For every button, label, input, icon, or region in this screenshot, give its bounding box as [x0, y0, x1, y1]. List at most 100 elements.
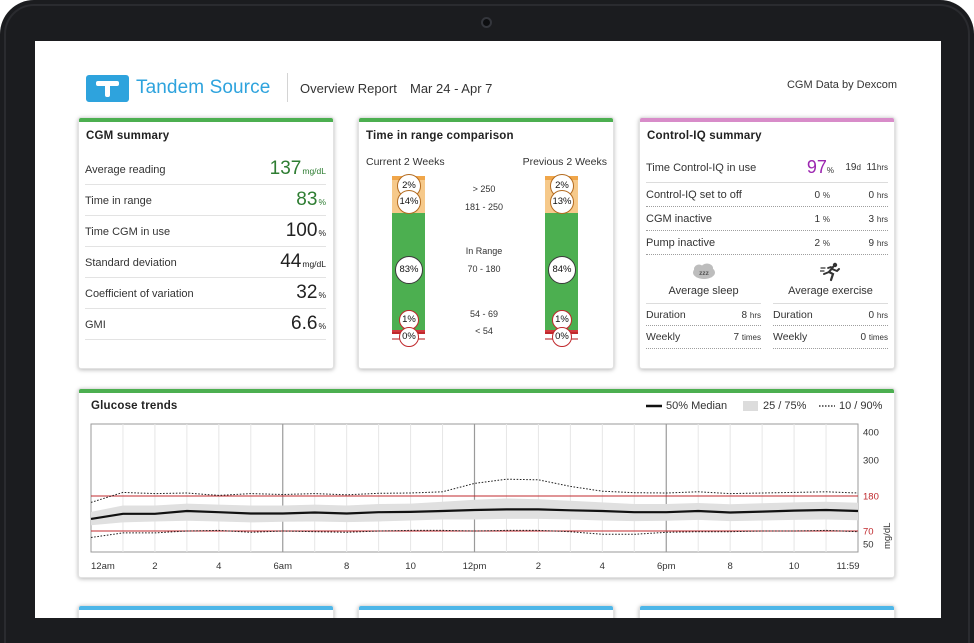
glucose-trends-card: Glucose trends 50% Median 25 / 75% 10 / …	[78, 388, 895, 578]
card-accent-bar	[359, 118, 613, 122]
cgm-summary-row: Time CGM in use 100%	[85, 216, 326, 247]
legend-median: 50% Median	[646, 400, 728, 412]
brand-name: Tandem Source	[136, 77, 271, 98]
card-accent-bar	[79, 118, 333, 122]
range-high-label: 181 - 250	[464, 202, 504, 212]
tandem-logo-icon	[86, 75, 129, 102]
x-tick-label: 12pm	[463, 561, 487, 572]
y-axis-label: mg/dL	[882, 523, 893, 549]
card-accent-bar	[79, 389, 894, 393]
y-tick-label: 50	[863, 540, 874, 551]
cgm-summary-card: CGM summary Average reading 137mg/dL Time …	[78, 117, 334, 369]
row-label: Time in range	[85, 195, 152, 207]
control-iq-in-use-row: Time Control-IQ in use 97% 19d 11hrs	[646, 152, 888, 183]
row-value: 6.6%	[291, 313, 326, 334]
card-accent-bar	[79, 606, 333, 610]
exercise-duration-row: Duration 0 hrs	[773, 303, 888, 326]
row-percent: 2 %	[814, 238, 830, 249]
card-title: Time in range comparison	[366, 130, 514, 142]
cgm-data-source: CGM Data by Dexcom	[786, 79, 897, 91]
x-tick-label: 11:59	[836, 561, 859, 572]
sleep-duration-row: Duration 8 hrs	[646, 303, 761, 326]
cgm-summary-row: Time in range 83%	[85, 185, 326, 216]
row-hours: 9 hrs	[868, 238, 888, 249]
row-label: GMI	[85, 319, 106, 331]
in-range-label: In Range	[465, 246, 503, 256]
range-very-low-label: < 54	[475, 326, 493, 336]
report-date-range: Mar 24 - Apr 7	[410, 81, 493, 96]
bottom-card-middle	[358, 605, 614, 618]
p90-line	[90, 478, 859, 503]
card-title: Glucose trends	[91, 400, 178, 412]
previous-period-label: Previous 2 Weeks	[522, 156, 607, 168]
y-tick-label: 300	[863, 456, 879, 467]
bottom-card-left	[78, 605, 334, 618]
control-iq-duration: 19d 11hrs	[845, 162, 888, 173]
x-tick-label: 8	[728, 561, 733, 572]
cgm-summary-row: Average reading 137mg/dL	[85, 154, 326, 185]
x-tick-label: 4	[216, 561, 221, 572]
control-iq-summary-card: Control-IQ summary Time Control-IQ in us…	[639, 117, 895, 369]
screen: Tandem Source Overview Report Mar 24 - A…	[35, 41, 941, 618]
very-low-percent: 0%	[552, 327, 572, 347]
x-tick-label: 8	[344, 561, 349, 572]
row-percent: 1 %	[814, 214, 830, 225]
average-sleep-title: Average sleep	[668, 285, 739, 297]
report-title: Overview Report	[300, 81, 397, 96]
row-value: 32%	[296, 282, 326, 303]
camera-icon	[481, 17, 492, 28]
card-accent-bar	[359, 606, 613, 610]
x-tick-label: 10	[789, 561, 800, 572]
row-label: Standard deviation	[85, 257, 177, 269]
median-line	[90, 508, 859, 520]
cgm-summary-row: Coefficient of variation 32%	[85, 278, 326, 309]
exercise-weekly-row: Weekly 0 times	[773, 326, 888, 349]
average-exercise-title: Average exercise	[788, 285, 873, 297]
row-label: Pump inactive	[646, 237, 716, 249]
range-low-label: 54 - 69	[469, 309, 499, 319]
legend-outer: 10 / 90%	[819, 400, 883, 412]
row-label: Coefficient of variation	[85, 288, 194, 300]
range-very-high-label: > 250	[472, 184, 496, 194]
row-hours: 0 hrs	[868, 190, 888, 201]
high-percent: 14%	[397, 190, 421, 214]
y-tick-label: 400	[863, 428, 879, 439]
time-in-range-card: Time in range comparison Current 2 Weeks…	[358, 117, 614, 369]
control-iq-row: Pump inactive 2 % 9 hrs	[646, 231, 888, 255]
x-tick-label: 6am	[274, 561, 293, 572]
bezel-edge	[4, 4, 970, 643]
row-label: Time CGM in use	[85, 226, 171, 238]
very-low-percent: 0%	[399, 327, 419, 347]
card-accent-bar	[640, 118, 894, 122]
p10-line	[90, 529, 859, 538]
y-tick-label: 70	[863, 527, 874, 538]
iqr-band	[91, 498, 858, 526]
cgm-summary-row: GMI 6.6%	[85, 309, 326, 340]
x-tick-label: 12am	[91, 561, 115, 572]
range-in-range-label: 70 - 180	[467, 264, 501, 274]
cgm-summary-row: Standard deviation 44mg/dL	[85, 247, 326, 278]
row-hours: 3 hrs	[868, 214, 888, 225]
row-value: 44mg/dL	[280, 251, 326, 272]
current-tir-stacked-bar: 2% 14% 83% 1% 0%	[392, 174, 425, 347]
row-label: CGM inactive	[646, 213, 713, 225]
x-tick-label: 2	[152, 561, 157, 572]
x-tick-label: 6pm	[657, 561, 676, 572]
legend-iqr: 25 / 75%	[743, 400, 806, 412]
running-person-icon	[819, 262, 842, 287]
high-percent: 13%	[550, 190, 574, 214]
y-tick-label: 180	[863, 492, 879, 503]
current-period-label: Current 2 Weeks	[366, 156, 445, 168]
report-header: Tandem Source Overview Report Mar 24 - A…	[35, 41, 941, 117]
sleep-weekly-row: Weekly 7 times	[646, 326, 761, 349]
card-accent-bar	[640, 606, 894, 610]
previous-tir-stacked-bar: 2% 13% 84% 1% 0%	[545, 174, 578, 347]
control-iq-percent: 97%	[806, 157, 834, 177]
row-label: Time Control-IQ in use	[646, 162, 757, 174]
row-value: 100%	[285, 220, 326, 241]
control-iq-row: Control-IQ set to off 0 % 0 hrs	[646, 183, 888, 207]
x-tick-label: 10	[405, 561, 416, 572]
header-divider	[287, 73, 288, 102]
glucose-trends-chart: 12am 2 4 6am 8 10 12pm 2 4 6pm 8 10 11:59 400 300 180 70…	[90, 423, 893, 572]
